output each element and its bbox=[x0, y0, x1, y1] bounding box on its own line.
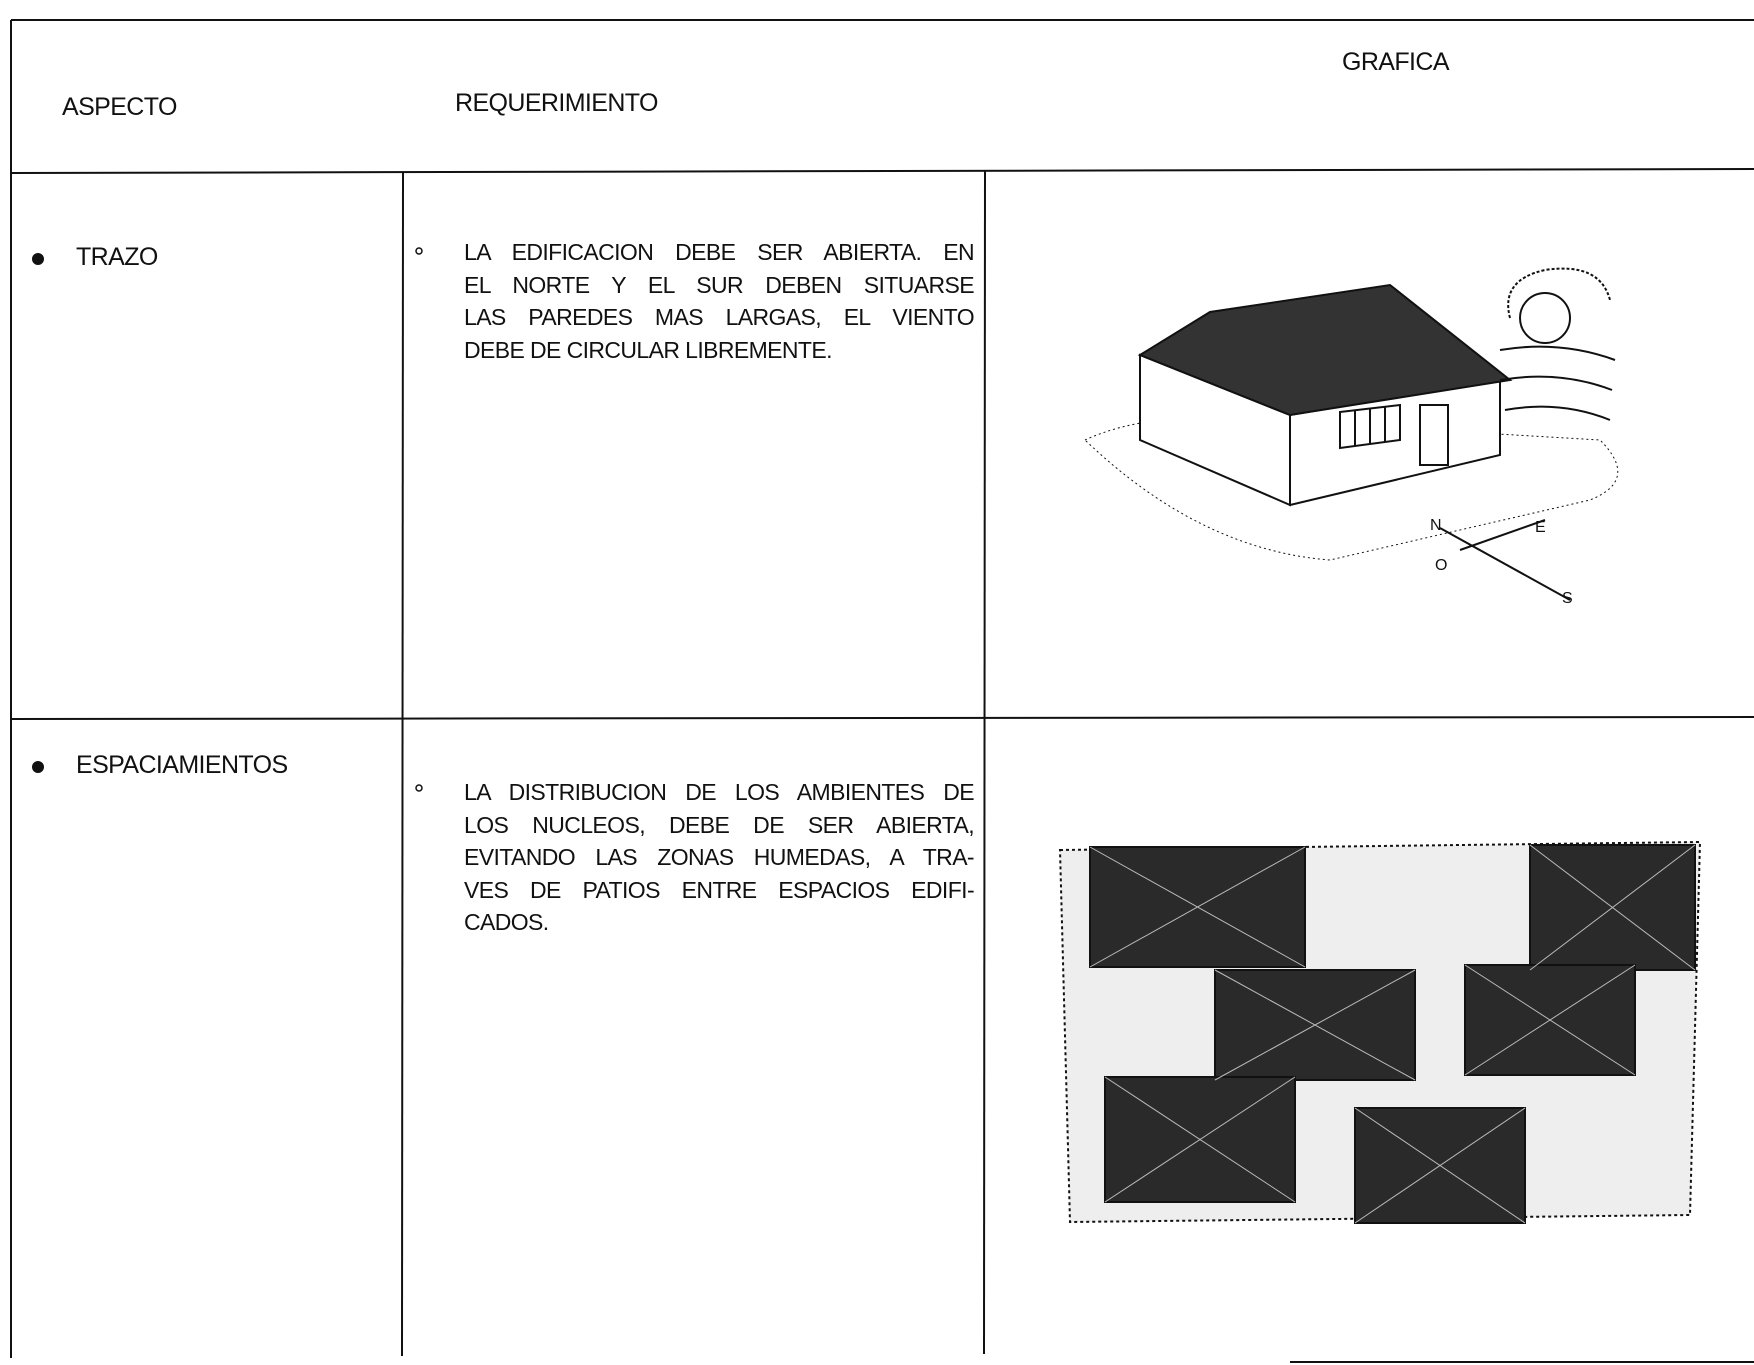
column-header: ASPECTO bbox=[62, 93, 177, 121]
requirement-line: LAS PAREDES MAS LARGAS, EL VIENTO bbox=[464, 304, 975, 330]
requirement-line: EL NORTE Y EL SUR DEBEN SITUARSE bbox=[464, 271, 975, 298]
requirement-line: VES DE PATIOS ENTRE ESPACIOS EDIFI- bbox=[464, 876, 975, 903]
svg-text:O: O bbox=[1435, 557, 1447, 574]
requirement-line: CADOS. bbox=[464, 909, 549, 935]
requirement-line: DEBE DE CIRCULAR LIBREMENTE. bbox=[464, 336, 832, 363]
column-header: REQUERIMIENTO bbox=[455, 89, 658, 117]
requirement: LA EDIFICACION DEBE SER ABIERTA. EN EL N… bbox=[464, 236, 975, 366]
requirement-line: LA EDIFICACION DEBE SER ABIERTA. EN bbox=[464, 239, 975, 265]
requirement-line: LA DISTRIBUCION DE LOS AMBIENTES DE bbox=[464, 779, 975, 805]
column-header: GRAFICA bbox=[1342, 48, 1450, 76]
village-illustration bbox=[1058, 840, 1702, 1224]
requirement-line: EVITANDO LAS ZONAS HUMEDAS, A TRA- bbox=[464, 844, 975, 870]
svg-text:N: N bbox=[1430, 517, 1442, 534]
house-illustration: N O E S bbox=[1084, 267, 1619, 607]
aspect: TRAZO bbox=[76, 243, 158, 271]
aspect: ESPACIAMIENTOS bbox=[76, 751, 288, 779]
svg-text:E: E bbox=[1535, 519, 1546, 536]
svg-text:S: S bbox=[1562, 590, 1573, 607]
requirement-line: LOS NUCLEOS, DEBE DE SER ABIERTA, bbox=[464, 811, 975, 838]
requirement: LA DISTRIBUCION DE LOS AMBIENTES DE LOS … bbox=[464, 776, 975, 939]
